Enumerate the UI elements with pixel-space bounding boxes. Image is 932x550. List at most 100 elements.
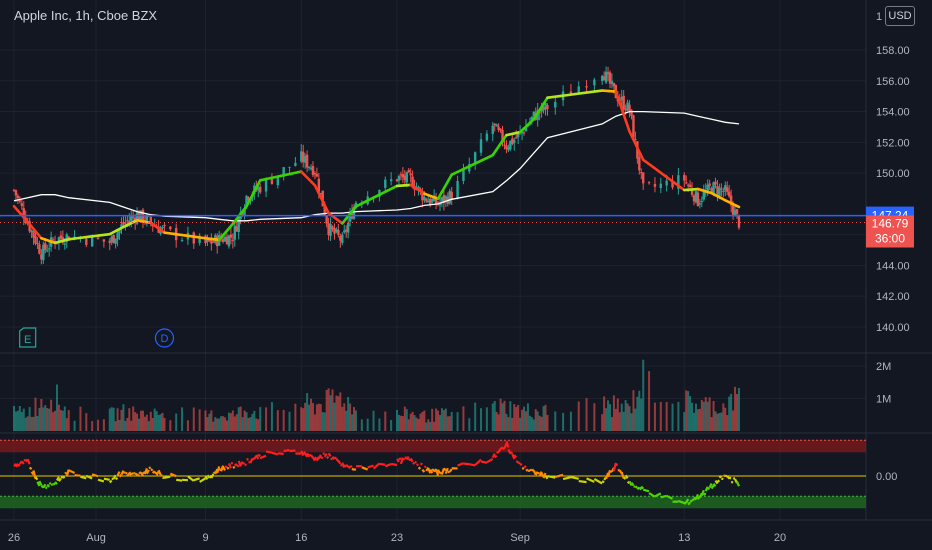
oscillator-segment	[36, 481, 41, 487]
volume-bar	[417, 418, 420, 431]
oscillator-segment	[151, 470, 156, 474]
oscillator-segment	[425, 467, 430, 472]
oscillator-segment	[493, 454, 498, 459]
volume-bar	[423, 410, 426, 431]
volume-bar	[50, 399, 53, 431]
last-price-tag	[866, 215, 914, 248]
volume-bar	[175, 413, 178, 431]
volume-bar	[390, 419, 393, 431]
candle-body	[686, 184, 690, 186]
oscillator-segment	[634, 485, 638, 489]
candle-body	[85, 238, 88, 245]
candle-body	[677, 175, 680, 189]
candle-body	[311, 165, 315, 176]
volume-bar	[638, 390, 641, 431]
oscillator-segment	[714, 479, 719, 485]
lower-band	[0, 496, 866, 509]
time-tick-label: 20	[774, 532, 786, 544]
candle-body	[102, 239, 106, 242]
volume-tick-label: 1M	[876, 394, 891, 406]
candle-body	[720, 188, 723, 190]
candle-body	[65, 234, 68, 242]
candle-body	[688, 184, 692, 188]
trend-line-segment	[163, 231, 177, 236]
candle-body	[63, 243, 67, 245]
volume-bar	[55, 384, 58, 431]
candle-body	[51, 239, 55, 241]
candle-body	[180, 239, 184, 241]
volume-bar	[300, 407, 303, 431]
candle-body	[36, 242, 39, 245]
oscillator-segment	[544, 474, 549, 480]
candle-body	[503, 144, 506, 146]
volume-bar	[694, 403, 697, 431]
volume-bar	[245, 412, 248, 431]
oscillator-segment	[726, 475, 731, 480]
candle-body	[532, 111, 535, 117]
candle-body	[344, 229, 348, 232]
volume-bar	[405, 409, 408, 431]
candle-body	[327, 223, 330, 236]
candle-body	[718, 187, 721, 197]
candle-body	[638, 157, 641, 171]
oscillator-segment	[353, 468, 357, 471]
volume-bar	[327, 388, 330, 431]
volume-bar	[18, 406, 21, 431]
oscillator-segment	[28, 466, 33, 471]
volume-bar	[229, 413, 232, 431]
volume-bar	[116, 408, 119, 431]
volume-bar	[526, 403, 529, 431]
candle-body	[18, 199, 22, 202]
volume-bar	[509, 401, 512, 431]
trend-line-segment	[173, 232, 187, 237]
candle-body	[620, 96, 623, 100]
oscillator-segment	[427, 467, 432, 474]
oscillator-segment	[538, 471, 543, 477]
volume-bar	[225, 420, 228, 431]
volume-bar	[30, 416, 33, 431]
candle-body	[731, 203, 735, 215]
volume-bar	[153, 408, 156, 431]
volume-bar	[456, 412, 459, 431]
oscillator-segment	[126, 472, 131, 477]
volume-bar	[249, 417, 252, 431]
time-axis[interactable]: 26 Aug 9 16 23 Sep 13 20	[8, 532, 786, 544]
oscillator-segment	[56, 476, 60, 481]
candle-body	[524, 126, 528, 132]
time-tick-label: 9	[202, 532, 208, 544]
candle-body	[313, 173, 317, 175]
oscillator-segment	[497, 448, 502, 453]
oscillator-segment	[419, 462, 423, 466]
volume-bar	[429, 421, 432, 431]
currency-button[interactable]: USD	[885, 6, 915, 26]
volume-bar	[642, 359, 645, 431]
volume-bar	[499, 398, 502, 431]
candle-body	[473, 152, 477, 164]
volume-bar	[421, 411, 424, 431]
candle-body	[511, 138, 514, 144]
volume-tick-label: 2M	[876, 361, 891, 373]
volume-bar	[157, 414, 160, 431]
oscillator-segment	[13, 463, 17, 467]
oscillator-segment	[62, 475, 66, 479]
oscillator-segment	[176, 478, 183, 482]
candle-body	[243, 208, 246, 216]
volume-bar	[20, 411, 23, 431]
volume-bar	[542, 406, 545, 431]
candle-body	[690, 188, 694, 195]
volume-bar	[282, 409, 285, 431]
candle-body	[96, 237, 100, 239]
candle-body	[282, 167, 285, 177]
volume-bar	[397, 414, 400, 431]
volume-bar	[265, 407, 268, 431]
volume-bar	[523, 406, 526, 431]
candle-body	[118, 228, 121, 234]
volume-bar	[231, 410, 234, 431]
oscillator-segment	[435, 468, 440, 476]
candle-body	[300, 151, 303, 162]
candle-body	[395, 179, 399, 182]
volume-bar	[16, 410, 19, 431]
candle-body	[497, 126, 500, 130]
